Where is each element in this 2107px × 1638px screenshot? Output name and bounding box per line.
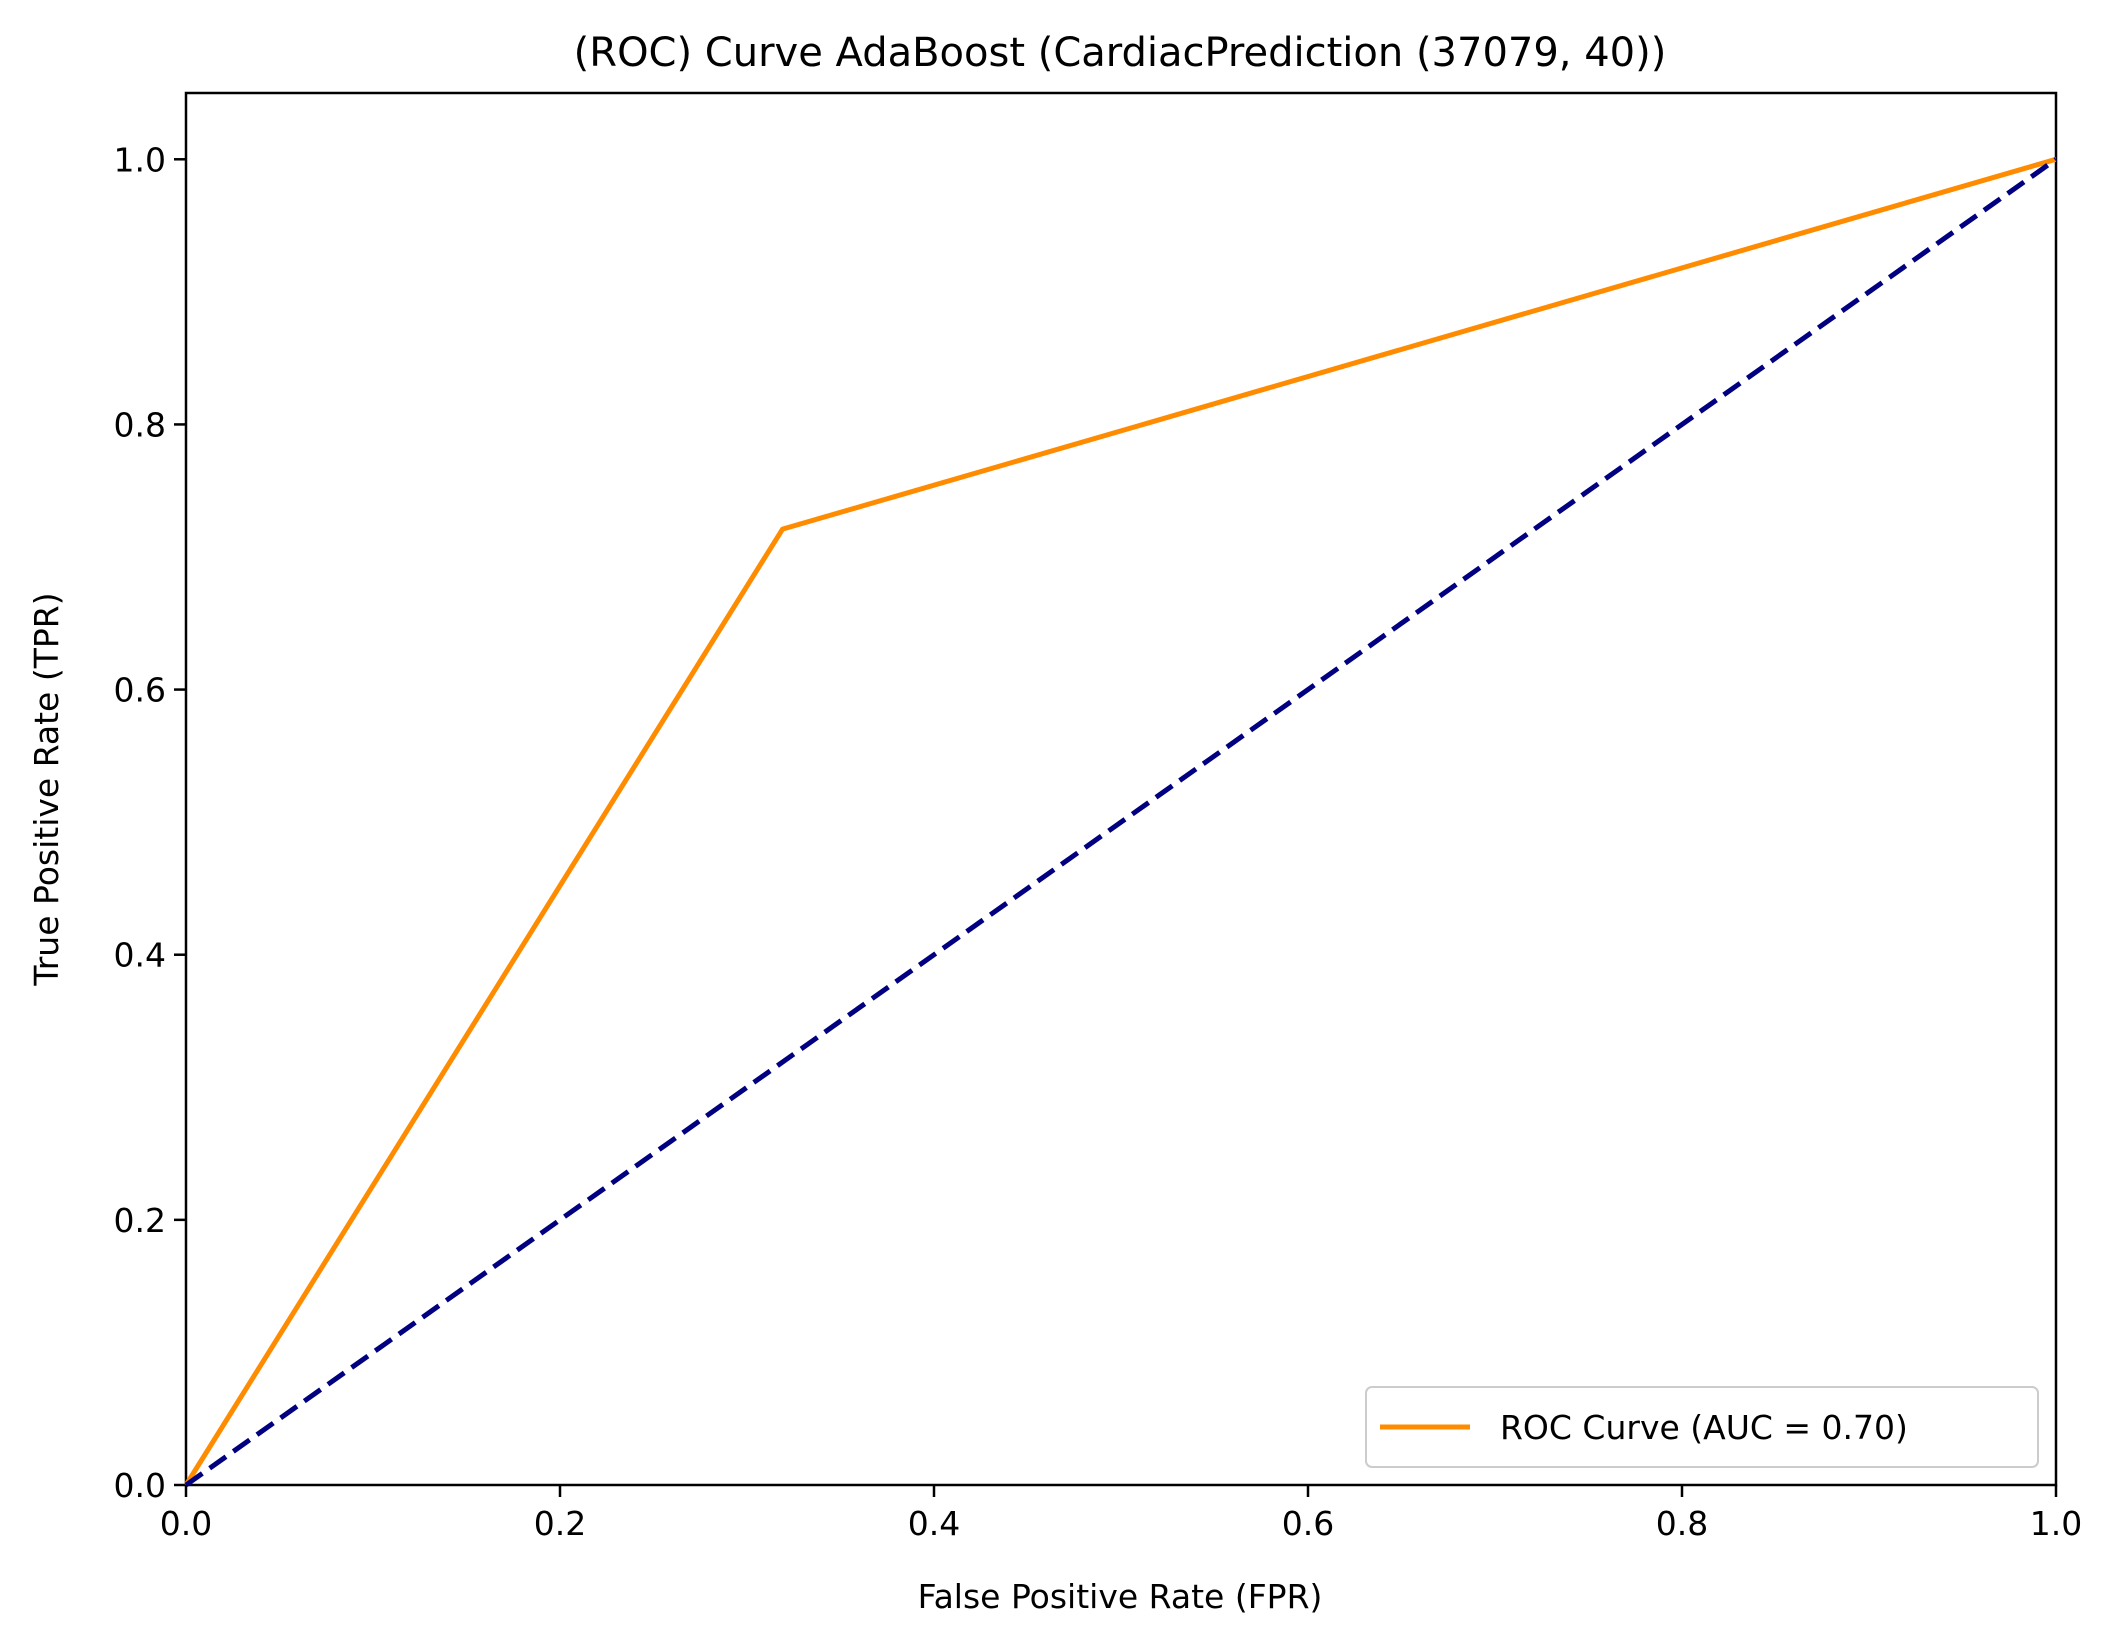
series-layer	[183, 156, 2058, 1488]
chart-title: (ROC) Curve AdaBoost (CardiacPrediction …	[574, 30, 1667, 76]
x-tick-label: 1.0	[2030, 1504, 2082, 1543]
y-tick-label: 0.6	[114, 671, 166, 710]
x-tick-label: 0.6	[1282, 1504, 1334, 1543]
y-axis-label: True Positive Rate (TPR)	[27, 592, 66, 986]
legend-box	[1365, 1386, 2039, 1468]
plot-frame	[184, 91, 2058, 1487]
x-tick-label: 0.8	[1656, 1504, 1708, 1543]
legend-label-roc-curve: ROC Curve (AUC = 0.70)	[1500, 1408, 1908, 1447]
y-tick-label: 0.8	[114, 405, 166, 444]
legend: ROC Curve (AUC = 0.70)	[1365, 1386, 2039, 1468]
x-tick-label: 0.2	[534, 1504, 586, 1543]
y-axis-ticks: 0.0 0.2 0.4 0.6 0.8 1.0	[114, 140, 186, 1505]
x-axis-ticks: 0.0 0.2 0.4 0.6 0.8 1.0	[160, 1485, 2082, 1543]
roc-curve-line	[183, 156, 2057, 1487]
y-tick-label: 0.0	[114, 1466, 166, 1505]
plot-area	[184, 91, 2058, 1487]
x-tick-label: 0.0	[160, 1504, 212, 1543]
chance-diagonal-line	[184, 157, 2058, 1488]
x-axis-label: False Positive Rate (FPR)	[918, 1577, 1323, 1616]
x-tick-label: 0.4	[908, 1504, 960, 1543]
y-tick-label: 0.2	[114, 1201, 166, 1240]
y-tick-label: 0.4	[114, 936, 166, 975]
y-tick-label: 1.0	[114, 140, 166, 179]
